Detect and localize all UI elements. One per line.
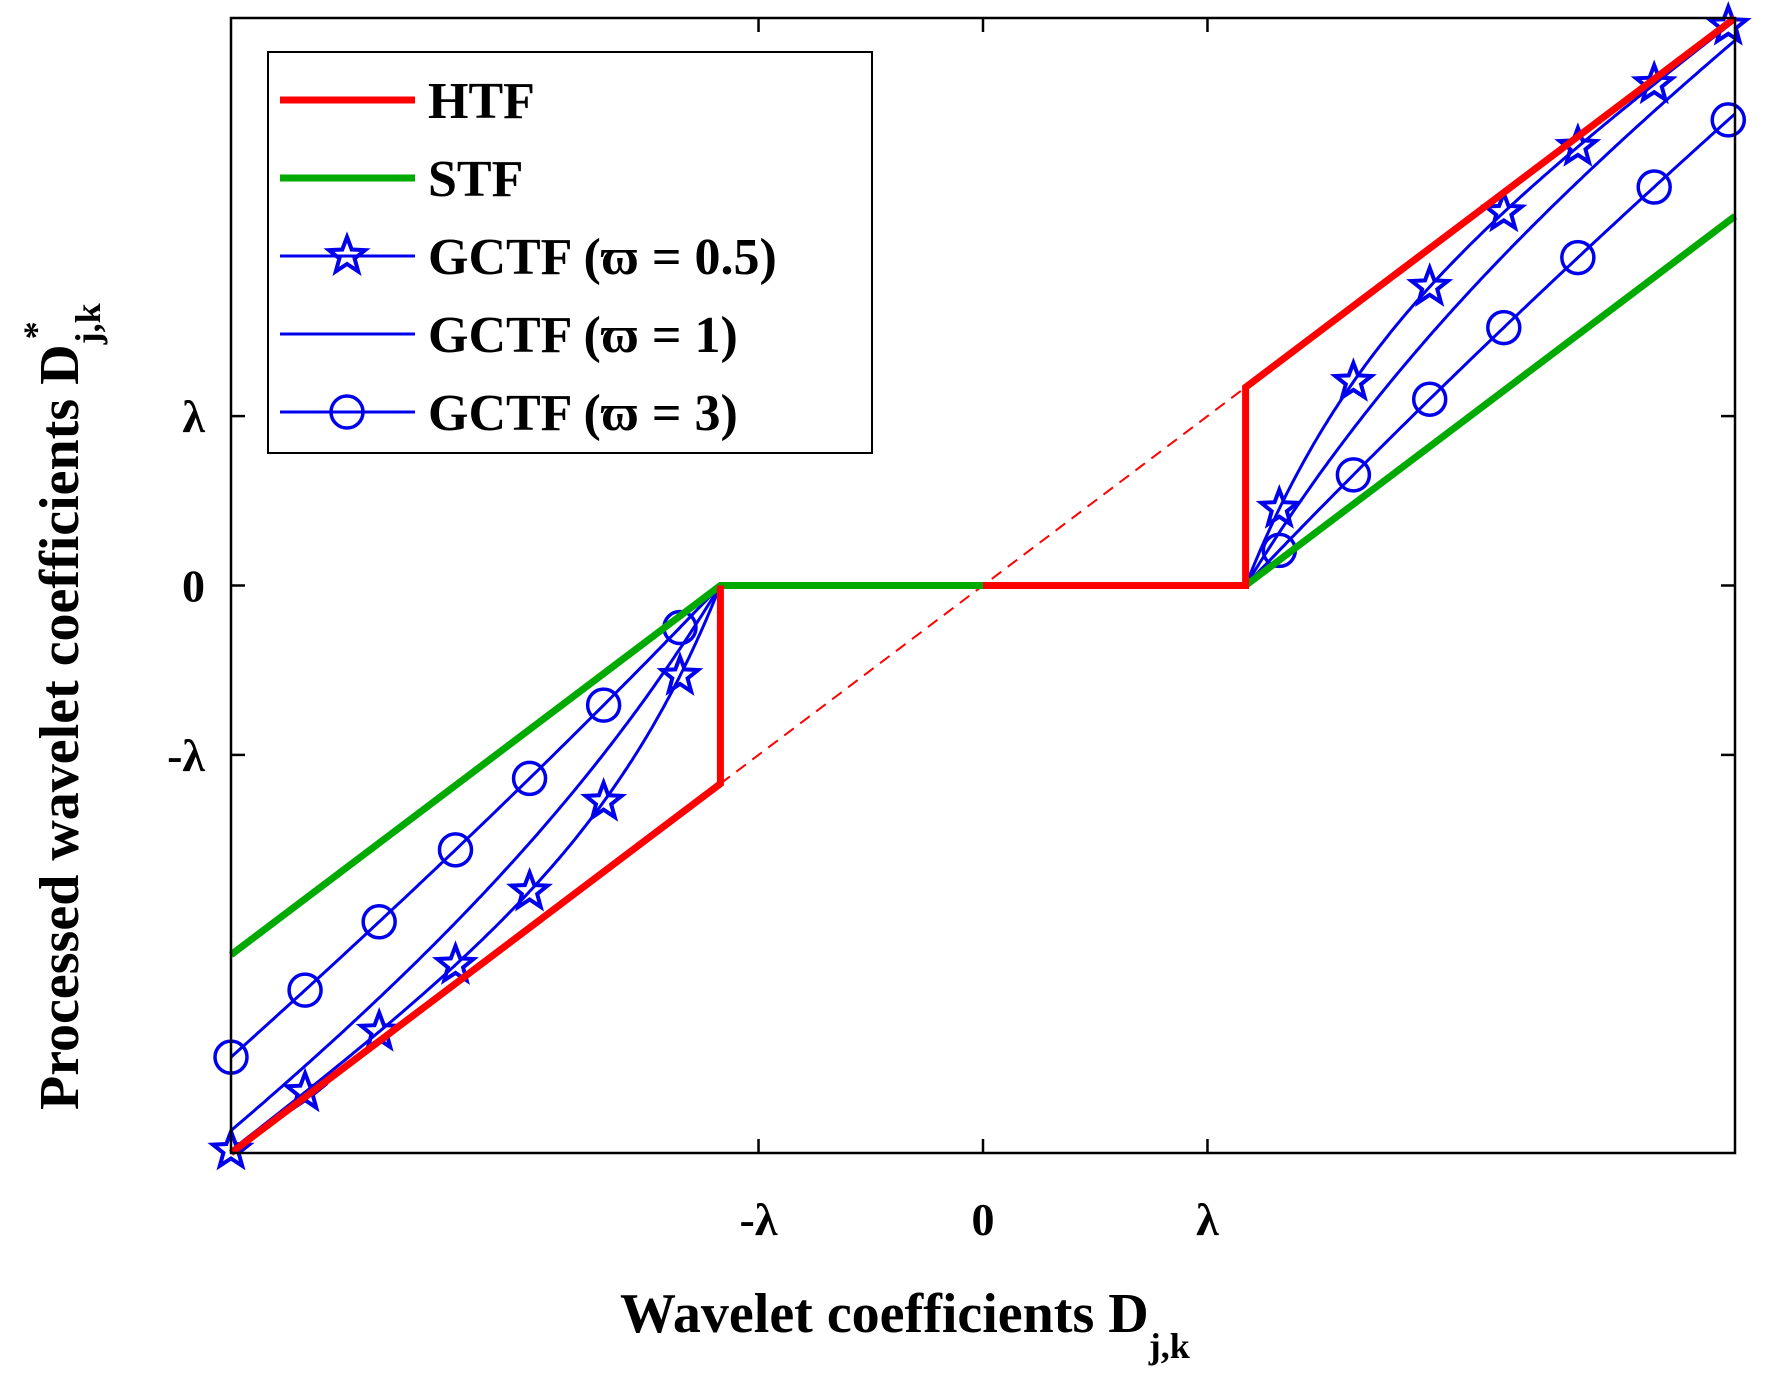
- x-axis-label-main: Wavelet coefficients D: [620, 1283, 1149, 1345]
- x-axis-label: Wavelet coefficients Dj,k: [620, 1283, 1190, 1366]
- series-gctf-3-marker-1: [287, 972, 323, 1008]
- series-htf-line-left: [228, 585, 724, 1156]
- series-gctf-3-marker-11: [1560, 239, 1596, 276]
- series-stf-line-right: [1243, 213, 1738, 589]
- series-gctf-3-marker-12: [1636, 169, 1672, 205]
- y-tick-label-1: 0: [182, 561, 205, 612]
- series-gctf-0.5-marker-11: [1554, 122, 1602, 167]
- y-axis-label-sup: *: [16, 321, 56, 339]
- series-gctf-3-marker-10: [1486, 309, 1522, 346]
- series-gctf-3-marker-8: [1335, 457, 1372, 493]
- legend-label-4: GCTF (ϖ = 3): [428, 385, 738, 442]
- series-gctf-0.5-line-pos: [1244, 19, 1736, 587]
- y-tick-label-0: -λ: [167, 730, 205, 781]
- plot-area: [207, 1, 1752, 1171]
- x-tick-label-2: λ: [1196, 1194, 1219, 1245]
- legend-label-2: GCTF (ϖ = 0.5): [428, 229, 777, 286]
- series-gctf-0.5-marker-7: [1255, 484, 1303, 529]
- series-gctf-1-line-pos: [1244, 39, 1736, 587]
- series-gctf-0.5-marker-3: [431, 940, 479, 985]
- legend-label-1: STF: [428, 151, 523, 208]
- legend-label-3: GCTF (ϖ = 1): [428, 307, 738, 364]
- series-gctf-3-marker-2: [361, 904, 397, 940]
- x-axis-label-sub: j,k: [1148, 1326, 1190, 1366]
- y-axis-label: Processed wavelet coefficients Dj,k *: [16, 303, 108, 1110]
- legend-marker-2: [323, 231, 371, 277]
- series-gctf-3-marker-9: [1411, 381, 1448, 417]
- legend-box: [267, 51, 873, 454]
- series-htf-line-right: [983, 15, 1738, 589]
- series-gctf-3-line-pos: [1244, 112, 1737, 587]
- series-gctf-0.5-marker-5: [580, 776, 628, 822]
- series-gctf-0.5-marker-4: [506, 866, 553, 912]
- series-gctf-3-marker-3: [437, 832, 474, 868]
- series-gctf-3-marker-4: [511, 760, 548, 797]
- series-gctf-0.5-marker-8: [1329, 357, 1377, 402]
- axes: -λ 0 λ -λ 0 λ: [167, 16, 1737, 1245]
- series-gctf-0.5-marker-13: [1704, 1, 1752, 46]
- series-gctf-0.5-marker-9: [1406, 262, 1454, 307]
- series-gctf-0.5-marker-12: [1630, 59, 1678, 105]
- legend: HTF STF GCTF (ϖ = 0.5) GCTF (ϖ = 1) GCTF (ϖ …: [267, 51, 873, 454]
- x-tick-label-1: 0: [972, 1194, 995, 1245]
- y-tick-label-2: λ: [182, 391, 205, 442]
- legend-label-0: HTF: [428, 73, 535, 130]
- series-gctf-3-marker-5: [585, 687, 622, 723]
- series-gctf-3-line-neg: [229, 584, 722, 1059]
- y-axis-label-main: Processed wavelet coefficients D: [29, 344, 91, 1110]
- series-gctf-3-marker-13: [1710, 102, 1747, 138]
- series-gctf-1-line-neg: [230, 584, 722, 1132]
- legend-marker-4: [329, 394, 365, 430]
- y-axis-label-sub: j,k: [68, 303, 108, 345]
- x-tick-label-0: -λ: [740, 1194, 778, 1245]
